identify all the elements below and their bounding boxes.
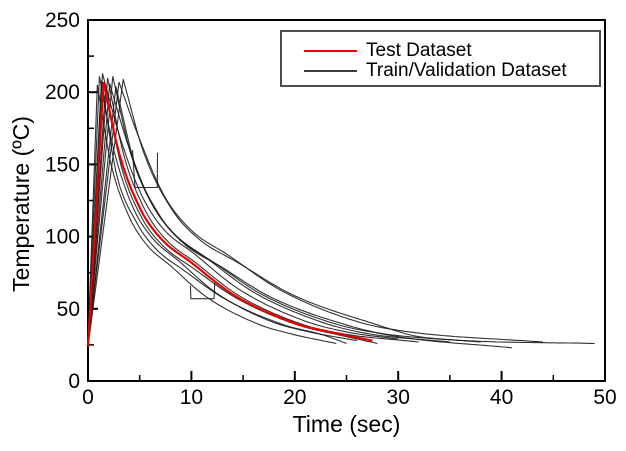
train-validation-curve (87, 81, 544, 344)
y-tick-label: 50 (57, 298, 80, 321)
x-major-ticks (87, 371, 606, 380)
train-validation-curve (87, 87, 378, 345)
x-tick-label: 40 (490, 386, 513, 409)
plot-border (87, 19, 606, 382)
y-axis-title: Temperature (ºC) (8, 116, 34, 292)
test-dataset-line-swatch (304, 50, 357, 52)
x-tick-label: 30 (387, 386, 410, 409)
x-minor-ticks (138, 375, 555, 380)
train-validation-curve (87, 86, 512, 349)
y-tick-label: 250 (45, 9, 80, 32)
train-validation-line-swatch (304, 70, 357, 72)
x-tick-label: 50 (593, 386, 616, 409)
y-tick-labels: 0 50 100 150 200 250 (45, 9, 80, 393)
train-validation-curves (87, 73, 595, 349)
x-tick-label: 0 (82, 386, 94, 409)
train-validation-curve (87, 77, 419, 347)
legend-item-test: Test Dataset (282, 41, 599, 61)
legend-label-test: Test Dataset (366, 40, 472, 61)
y-tick-label: 150 (45, 153, 80, 176)
y-tick-label: 0 (68, 370, 80, 393)
train-validation-curve (87, 79, 595, 347)
step-artifact-curves (131, 149, 216, 300)
x-axis-title: Time (sec) (292, 411, 401, 437)
y-tick-label: 200 (45, 81, 80, 104)
train-validation-curve (87, 73, 399, 345)
legend-item-train: Train/Validation Dataset (282, 61, 599, 81)
legend: Test Dataset Train/Validation Dataset (280, 30, 601, 87)
legend-label-train: Train/Validation Dataset (366, 60, 567, 81)
test-curve (86, 81, 373, 347)
train-validation-curve (87, 80, 347, 347)
quantization-step-2 (189, 282, 216, 300)
y-tick-label: 100 (45, 226, 80, 249)
quantization-step-1 (131, 149, 159, 189)
x-tick-label: 20 (283, 386, 306, 409)
x-tick-labels: 0 10 20 30 40 50 (82, 386, 617, 409)
plot-frame (87, 19, 606, 382)
test-dataset-curve (86, 81, 373, 347)
x-tick-label: 10 (180, 386, 203, 409)
train-validation-curve (87, 84, 337, 345)
